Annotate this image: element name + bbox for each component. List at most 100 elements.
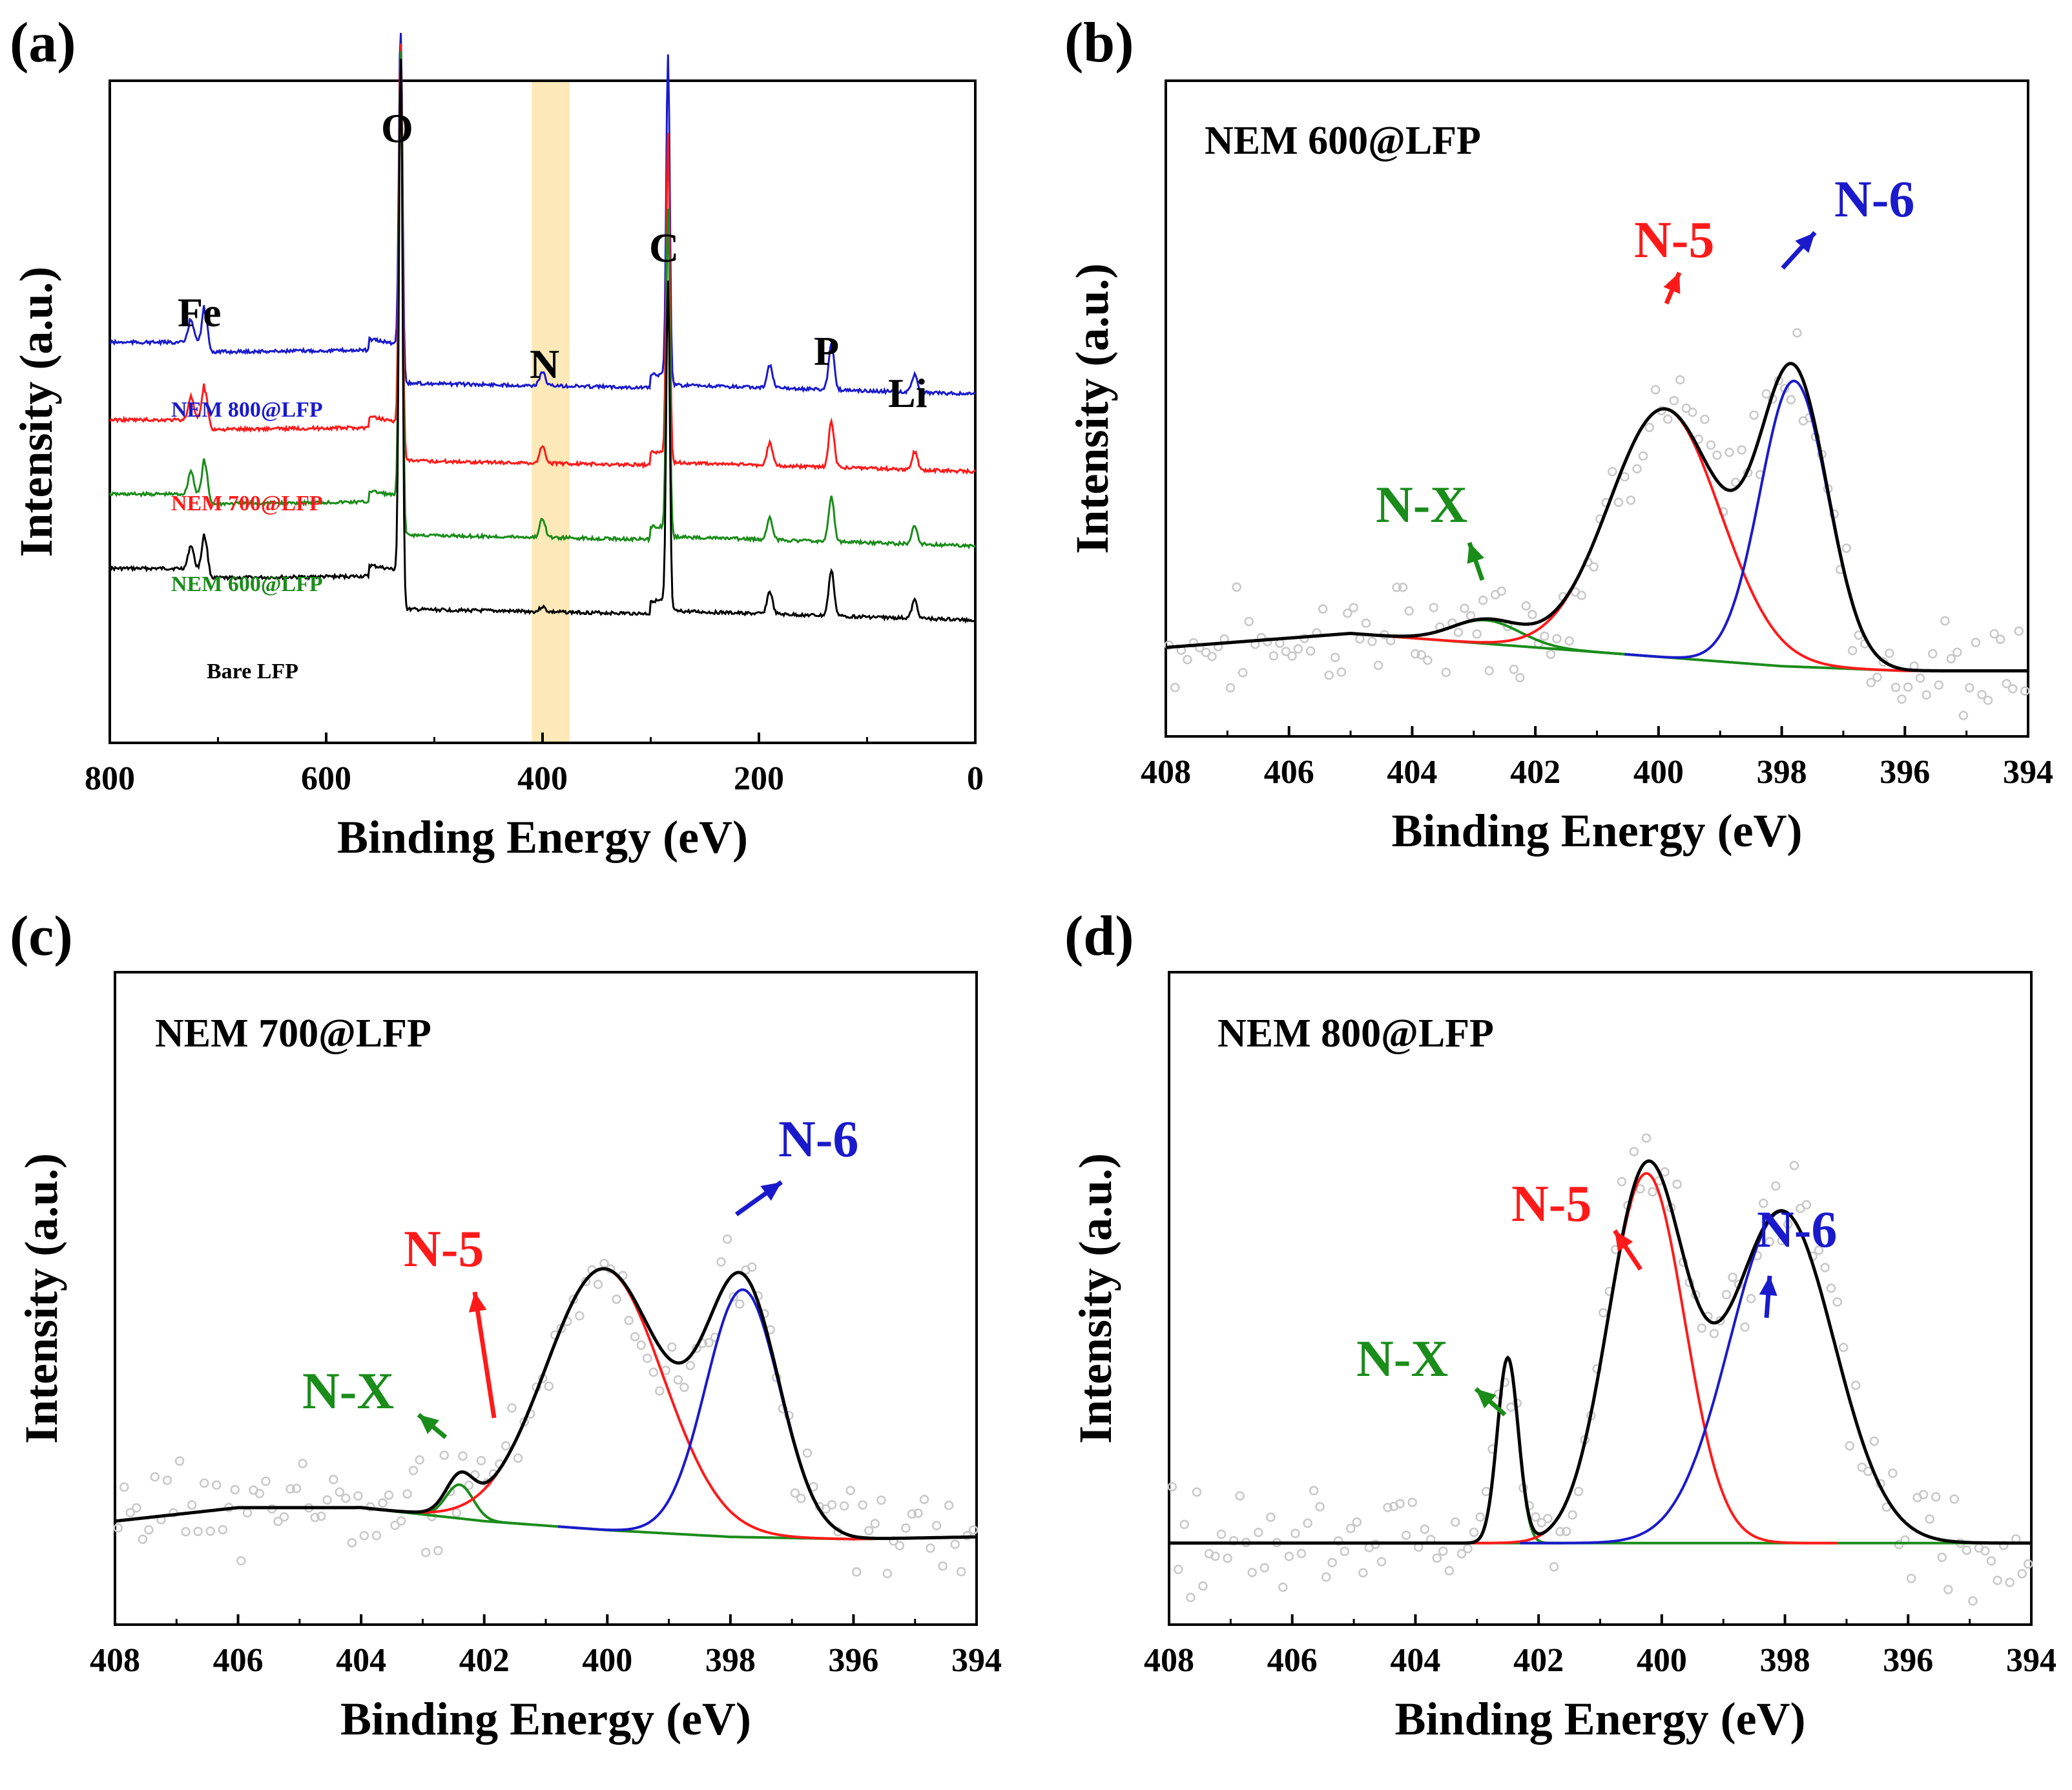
raw-data-point xyxy=(1946,654,1956,664)
raw-data-point xyxy=(1198,1581,1208,1591)
raw-data-point xyxy=(310,1512,320,1523)
raw-data-point xyxy=(162,1475,172,1485)
raw-data-point xyxy=(1472,629,1482,639)
panel-c-tick-label: 404 xyxy=(336,1642,386,1679)
raw-data-point xyxy=(1709,1329,1719,1338)
raw-data-point xyxy=(1918,1490,1929,1499)
raw-data-point xyxy=(199,1478,209,1488)
raw-data-point xyxy=(1392,583,1402,592)
raw-data-point xyxy=(1758,1198,1768,1208)
raw-data-point xyxy=(839,1501,849,1511)
panel-d-tick-label: 402 xyxy=(1513,1642,1564,1679)
peak-label-n-6: N-6 xyxy=(1834,171,1914,228)
sample-label: NEM 600@LFP xyxy=(1205,119,1481,163)
raw-data-point xyxy=(1915,673,1925,683)
raw-data-point xyxy=(396,1516,406,1526)
raw-data-point xyxy=(1235,1491,1245,1501)
raw-data-point xyxy=(390,1520,400,1530)
raw-data-point xyxy=(1223,1554,1232,1563)
raw-data-point xyxy=(729,1292,738,1302)
panel-d-tick-label: 396 xyxy=(1883,1642,1933,1679)
raw-data-point xyxy=(2007,683,2018,694)
raw-data-point xyxy=(1638,451,1648,461)
raw-data-point xyxy=(1537,1518,1547,1528)
raw-data-point xyxy=(1552,634,1562,644)
raw-data-point xyxy=(507,1403,517,1413)
raw-data-point xyxy=(1420,1525,1429,1534)
raw-data-point xyxy=(329,1475,338,1484)
raw-data-point xyxy=(1186,1592,1196,1603)
raw-data-point xyxy=(593,1279,603,1289)
peak-label-n-6: N-6 xyxy=(778,1111,858,1168)
raw-data-point xyxy=(1336,667,1347,677)
raw-data-point xyxy=(642,1353,652,1363)
raw-data-point xyxy=(291,1483,302,1493)
panel-d-tick-label: 400 xyxy=(1637,1642,1687,1679)
raw-data-point xyxy=(1346,1523,1356,1534)
peak-label-n-x: N-X xyxy=(302,1363,394,1420)
raw-data-point xyxy=(205,1526,215,1536)
raw-data-point xyxy=(624,1315,634,1326)
peak-label-n-5: N-5 xyxy=(1511,1176,1591,1233)
raw-data-point xyxy=(433,1546,443,1556)
raw-data-point xyxy=(1872,672,1882,682)
raw-data-point xyxy=(1613,497,1624,507)
raw-data-point xyxy=(1937,1552,1947,1563)
raw-data-point xyxy=(1509,665,1519,674)
panel-b-tick-label: 408 xyxy=(1141,754,1191,791)
raw-data-point xyxy=(1528,610,1537,619)
panel-d-tick-label: 406 xyxy=(1267,1642,1318,1679)
panel-a-tick-label: 0 xyxy=(967,760,984,797)
raw-data-point xyxy=(1792,328,1802,338)
envelope-fit xyxy=(114,1267,977,1540)
panel-b-tick-label: 398 xyxy=(1757,754,1807,791)
raw-data-point xyxy=(895,1541,905,1551)
raw-data-point xyxy=(1826,1284,1836,1293)
raw-data-point xyxy=(1451,1517,1460,1527)
raw-data-point xyxy=(679,1382,689,1392)
raw-data-point xyxy=(950,1539,960,1549)
survey-line-nem-700-lfp xyxy=(109,43,976,475)
raw-data-point xyxy=(1318,604,1328,614)
panel-b-tick-label: 404 xyxy=(1387,754,1437,791)
raw-data-point xyxy=(956,1566,966,1577)
raw-data-point xyxy=(1315,1502,1325,1512)
panel-a-xlabel: Binding Energy (eV) xyxy=(337,811,748,863)
panel-c-nem700: 408 406 404 402 400 398 396 394 Binding Energy (… xyxy=(10,905,1002,1745)
panel-c-tick-label: 398 xyxy=(705,1642,756,1679)
raw-data-point xyxy=(1850,1380,1861,1390)
raw-data-point xyxy=(1968,1596,1978,1606)
raw-data-point xyxy=(1801,1200,1812,1210)
raw-data-point xyxy=(1922,690,1931,700)
raw-data-point xyxy=(1238,667,1248,678)
raw-data-point xyxy=(1432,1553,1442,1563)
raw-data-point xyxy=(2017,1568,2027,1579)
panel-d-ylabel: Intensity (a.u.) xyxy=(1070,1153,1121,1444)
envelope-fit xyxy=(1165,362,2028,672)
panel-b-tick-label: 402 xyxy=(1510,754,1560,791)
panel-b-nem600: 408 406 404 402 400 398 396 394 Binding Energy (… xyxy=(1064,12,2053,857)
raw-data-point xyxy=(1650,385,1661,395)
raw-data-point xyxy=(685,1360,696,1371)
raw-data-point xyxy=(802,1448,813,1458)
raw-data-point xyxy=(1531,1512,1540,1522)
raw-data-point xyxy=(464,1481,474,1490)
raw-data-point xyxy=(236,1556,246,1566)
raw-data-point xyxy=(1515,672,1525,683)
raw-data-point xyxy=(1395,1499,1405,1508)
raw-data-point xyxy=(1340,1546,1350,1556)
raw-data-point xyxy=(1376,1557,1387,1566)
panel-b-ylabel: Intensity (a.u.) xyxy=(1066,263,1118,554)
raw-data-point xyxy=(211,1480,222,1490)
raw-data-point xyxy=(359,1531,369,1541)
raw-data-point xyxy=(1989,629,1999,639)
raw-data-point xyxy=(1568,1510,1577,1520)
raw-data-point xyxy=(870,1519,880,1528)
raw-data-point xyxy=(1669,395,1679,406)
raw-data-point xyxy=(1179,1519,1190,1530)
raw-data-point xyxy=(439,1450,450,1461)
raw-data-point xyxy=(1216,1529,1227,1539)
survey-line-nem-800-lfp xyxy=(109,32,976,397)
sample-label: NEM 700@LFP xyxy=(155,1012,431,1056)
